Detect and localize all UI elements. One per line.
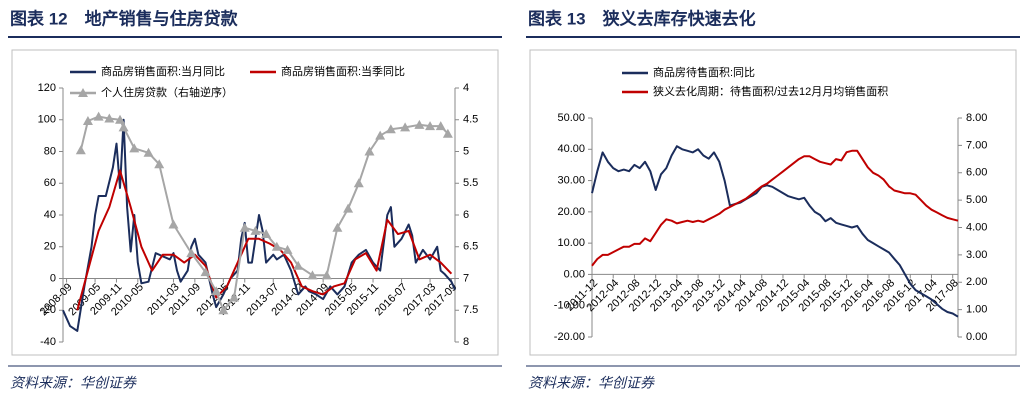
chart-title: 图表 13 狭义去库存快速去化 xyxy=(528,8,756,28)
y2-tick-label: 4 xyxy=(463,82,469,94)
series-marker xyxy=(129,143,140,153)
source-note: 资料来源：华创证券 xyxy=(528,375,655,391)
y2-tick-label: 6.5 xyxy=(463,241,478,253)
series-marker xyxy=(293,260,304,270)
series-marker xyxy=(211,286,222,296)
y2-tick-label: 6.00 xyxy=(966,167,987,179)
series-marker xyxy=(321,270,332,280)
y2-tick-label: 2.00 xyxy=(966,276,987,288)
series-marker xyxy=(82,116,93,126)
legend-label: 商品房销售面积:当月同比 xyxy=(101,64,225,78)
legend-label: 狭义去化周期：待售面积/过去12月月均销售面积 xyxy=(653,84,888,98)
series-marker xyxy=(186,248,197,258)
series-marker xyxy=(168,219,179,229)
y-tick-label: -10.00 xyxy=(554,300,585,312)
y-tick-label: 20.00 xyxy=(557,206,585,218)
y2-tick-label: 7.5 xyxy=(463,304,478,316)
series-marker xyxy=(104,113,115,123)
series-marker xyxy=(414,119,425,129)
series-marker xyxy=(143,147,154,157)
series-marker xyxy=(353,178,364,188)
series-marker xyxy=(375,130,386,140)
y2-tick-label: 8.00 xyxy=(966,112,987,124)
y2-tick-label: 8 xyxy=(463,336,469,348)
series-marker xyxy=(75,145,86,155)
y2-tick-label: 4.00 xyxy=(966,221,987,233)
chart-title: 图表 12 地产销售与住房贷款 xyxy=(10,8,239,28)
y2-tick-label: 0.00 xyxy=(966,331,987,343)
y-tick-label: -20 xyxy=(40,304,56,316)
y2-tick-label: 5 xyxy=(463,145,469,157)
legend-marker xyxy=(78,88,88,97)
series-marker xyxy=(118,122,129,132)
y-tick-label: -40 xyxy=(40,336,56,348)
y-tick-label: 10.00 xyxy=(557,237,585,249)
y2-tick-label: 6 xyxy=(463,209,469,221)
y-tick-label: 80 xyxy=(44,145,56,157)
y-tick-label: 50.00 xyxy=(557,112,585,124)
series-marker xyxy=(200,267,211,277)
y2-tick-label: 5.5 xyxy=(463,177,478,189)
series-line xyxy=(591,145,959,318)
series-marker xyxy=(343,203,354,213)
series-marker xyxy=(307,270,318,280)
series-marker xyxy=(425,121,436,131)
y2-tick-label: 7.00 xyxy=(966,139,987,151)
series-marker xyxy=(435,121,446,131)
y-tick-label: 100 xyxy=(38,114,56,126)
y2-tick-label: 4.5 xyxy=(463,114,478,126)
series-line xyxy=(591,149,959,267)
y2-tick-label: 5.00 xyxy=(966,194,987,206)
y2-tick-label: 3.00 xyxy=(966,249,987,261)
y-tick-label: 40.00 xyxy=(557,143,585,155)
y-tick-label: 0.00 xyxy=(564,268,585,280)
y-tick-label: -20.00 xyxy=(554,331,585,343)
source-note: 资料来源：华创证券 xyxy=(10,375,137,391)
legend-label: 个人住房贷款（右轴逆序） xyxy=(101,85,233,99)
series-marker xyxy=(239,222,250,232)
series-marker xyxy=(271,241,282,251)
series-marker xyxy=(93,111,104,121)
series-marker xyxy=(385,124,396,134)
y-tick-label: 20 xyxy=(44,241,56,253)
legend-label: 商品房销售面积:当季同比 xyxy=(281,64,405,78)
y-tick-label: 120 xyxy=(38,82,56,94)
y-tick-label: 60 xyxy=(44,177,56,189)
series-marker xyxy=(442,128,453,138)
series-marker xyxy=(218,305,229,315)
series-marker xyxy=(364,146,375,156)
series-marker xyxy=(261,229,272,239)
series-marker xyxy=(250,225,261,235)
y-tick-label: 40 xyxy=(44,209,56,221)
series-line xyxy=(76,169,453,311)
chart-frame xyxy=(529,49,1017,356)
legend-label: 商品房待售面积:同比 xyxy=(653,65,755,79)
series-marker xyxy=(282,244,293,254)
y-tick-label: 0 xyxy=(50,272,56,284)
series-marker xyxy=(115,114,126,124)
series-marker xyxy=(154,159,165,169)
series-line xyxy=(79,115,449,312)
series-marker xyxy=(229,292,240,302)
y2-tick-label: 1.00 xyxy=(966,304,987,316)
y2-tick-label: 7 xyxy=(463,272,469,284)
series-marker xyxy=(332,222,343,232)
series-marker xyxy=(400,122,411,132)
chart-frame xyxy=(11,49,499,356)
y-tick-label: 30.00 xyxy=(557,174,585,186)
